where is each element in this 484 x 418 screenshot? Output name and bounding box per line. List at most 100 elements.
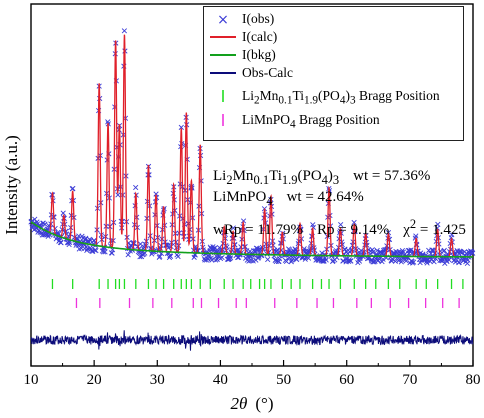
obs-point (398, 259, 404, 265)
obs-point (351, 219, 357, 226)
bkg-line-icon (210, 54, 236, 56)
legend: × I(obs) I(calc) I(bkg) Obs-Calc Li2Mn0.… (203, 6, 464, 141)
obs-point (175, 253, 181, 260)
x-tick-label: 60 (339, 372, 354, 388)
series-bkg-line (30, 221, 474, 258)
obs-point (240, 218, 247, 224)
series-layer (28, 28, 476, 351)
obs-point (212, 245, 218, 251)
stat-chi: χ2 = 1.425 (403, 217, 466, 238)
obs-point (165, 245, 172, 251)
legend-item-bkg: I(bkg) (204, 46, 463, 64)
obs-point (403, 258, 409, 264)
x-axis-label-symbol: 2θ (231, 394, 248, 413)
legend-item-bragg1: Li2Mn0.1Ti1.9(PO4)3 Bragg Position (204, 87, 463, 107)
obs-point (323, 257, 329, 263)
x-tick-label: 30 (150, 372, 165, 388)
obs-point (137, 254, 143, 260)
obs-point (441, 247, 447, 254)
obs-point (375, 257, 381, 264)
obs-point (248, 258, 254, 264)
series-diff-line (30, 330, 474, 351)
legend-label-bkg: I(bkg) (242, 47, 276, 62)
obs-point (265, 256, 271, 263)
x-tick-label: 40 (213, 372, 228, 388)
obs-point (158, 242, 164, 249)
obs-point (60, 210, 66, 216)
legend-label-obs: I(obs) (242, 11, 275, 26)
obs-point (459, 250, 465, 256)
obs-point (449, 232, 455, 238)
x-tick-label: 50 (276, 372, 291, 388)
refinement-stats: Li2Mn0.1Ti1.9(PO4)3 wt = 57.36% LiMnPO4 wt… (213, 166, 466, 238)
obs-point (380, 256, 386, 262)
x-tick-label: 10 (24, 372, 39, 388)
obs-point (133, 184, 139, 191)
obs-point (55, 229, 61, 236)
obs-point (456, 259, 462, 265)
obs-point (385, 230, 392, 236)
obs-point (125, 252, 131, 258)
obs-point (417, 260, 423, 266)
obs-point (342, 246, 348, 252)
obs-point (167, 253, 174, 260)
obs-point (389, 256, 395, 262)
obs-point (115, 192, 121, 198)
obs-point (52, 225, 58, 232)
obs-point (157, 253, 163, 260)
obs-point (82, 236, 88, 243)
obs-point (409, 258, 415, 265)
obs-point (465, 257, 471, 263)
obs-point (338, 222, 344, 228)
obs-point (42, 221, 48, 227)
stat-rp: Rp = 9.14% (317, 222, 390, 238)
legend-item-calc: I(calc) (204, 28, 463, 46)
bragg1-tick-icon (222, 90, 224, 102)
obs-point (446, 257, 452, 263)
obs-point (400, 249, 407, 255)
calc-line-icon (210, 36, 236, 38)
legend-label-bragg1: Li2Mn0.1Ti1.9(PO4)3 Bragg Position (242, 88, 440, 107)
obs-point (93, 248, 99, 254)
obs-point (58, 240, 64, 246)
obs-point (319, 250, 325, 256)
obs-point (254, 247, 260, 254)
obs-point (121, 28, 128, 34)
obs-point (397, 256, 403, 262)
legend-item-diff: Obs-Calc (204, 64, 463, 82)
x-axis-label-unit: (°) (255, 394, 273, 413)
x-tick-label: 70 (402, 372, 417, 388)
obs-point (70, 185, 76, 192)
obs-point (292, 247, 299, 253)
obs-point (202, 257, 208, 263)
legend-label-diff: Obs-Calc (242, 65, 293, 80)
bragg-ticks-1 (51, 279, 464, 289)
diff-line-icon (210, 72, 236, 74)
stat-fit: wRp = 11.79% Rp = 9.14% χ2 = 1.425 (213, 214, 466, 238)
x-tick-label: 20 (87, 372, 102, 388)
obs-point (431, 259, 437, 265)
obs-point (435, 221, 441, 228)
obs-point (206, 253, 212, 259)
stat-phase1-wt: wt = 57.36% (353, 168, 431, 184)
obs-point (102, 249, 108, 255)
obs-point (413, 233, 419, 239)
obs-point (470, 250, 476, 256)
obs-point (283, 258, 290, 265)
obs-point (305, 255, 312, 261)
stat-phase2-wt: wt = 42.64% (286, 189, 364, 205)
x-axis-label: 2θ (°) (231, 394, 274, 413)
obs-point (84, 247, 90, 253)
legend-label-calc: I(calc) (242, 29, 278, 44)
obs-point (288, 259, 294, 265)
obs-point (178, 124, 184, 130)
svg-text:×: × (217, 12, 229, 28)
bragg2-tick-icon (222, 114, 224, 126)
obs-point (228, 255, 234, 261)
x-tick-label: 80 (466, 372, 481, 388)
legend-item-bragg2: LiMnPO4 Bragg Position (204, 111, 463, 131)
axis-layer: 10 20 30 40 50 60 70 80 (24, 360, 481, 388)
obs-marker-icon: × (217, 12, 229, 28)
obs-point (214, 256, 220, 263)
